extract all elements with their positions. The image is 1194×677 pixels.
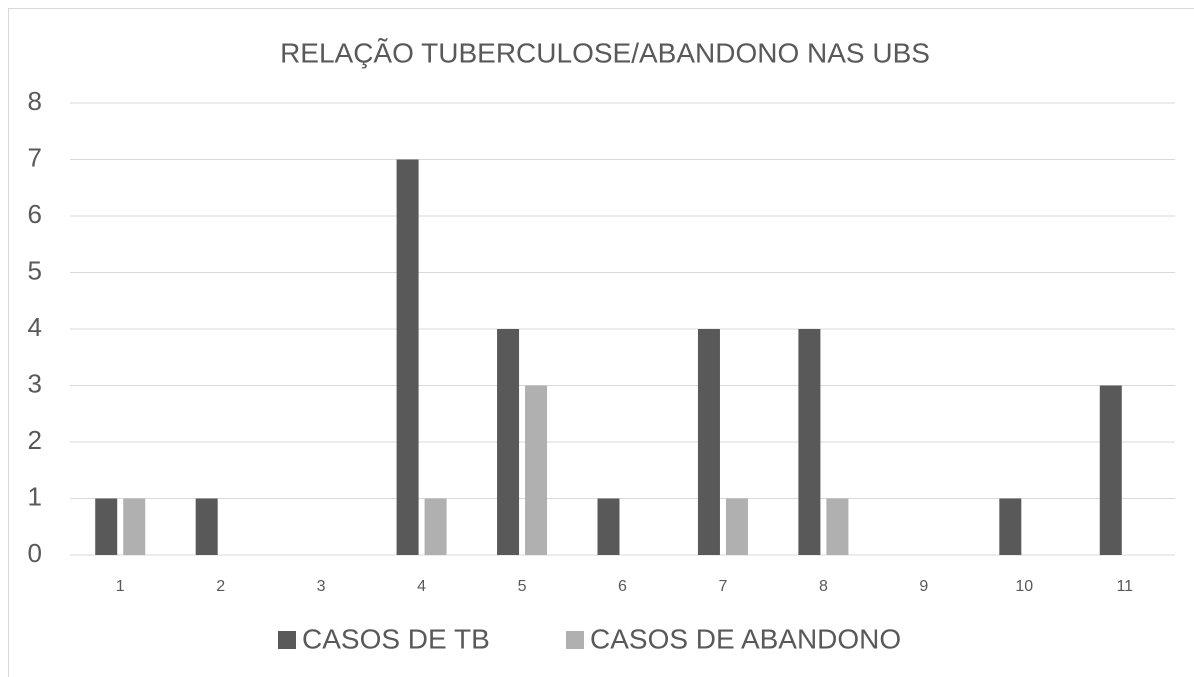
bar xyxy=(826,498,849,555)
bar xyxy=(999,498,1022,555)
x-tick-label: 8 xyxy=(819,578,828,595)
x-tick-label: 1 xyxy=(116,578,125,595)
y-tick-label: 0 xyxy=(28,538,42,568)
y-tick-label: 2 xyxy=(28,425,42,455)
x-tick-label: 7 xyxy=(719,578,728,595)
x-tick-label: 6 xyxy=(618,578,627,595)
x-tick-label: 5 xyxy=(518,578,527,595)
legend-swatch xyxy=(566,631,584,649)
chart-border xyxy=(8,8,1194,677)
x-tick-label: 11 xyxy=(1116,578,1133,595)
bar xyxy=(497,329,520,555)
bar xyxy=(798,329,821,555)
y-tick-label: 7 xyxy=(28,142,42,172)
bar xyxy=(195,498,218,555)
y-tick-label: 3 xyxy=(28,368,42,398)
y-tick-label: 6 xyxy=(28,199,42,229)
bar xyxy=(697,329,720,555)
bar xyxy=(424,498,447,555)
y-tick-label: 1 xyxy=(28,481,42,511)
bar xyxy=(123,498,146,555)
bar xyxy=(396,159,419,555)
y-tick-label: 5 xyxy=(28,255,42,285)
y-tick-label: 8 xyxy=(28,86,42,116)
legend-label: CASOS DE ABANDONO xyxy=(590,623,901,654)
x-tick-label: 9 xyxy=(919,578,928,595)
bar xyxy=(95,498,118,555)
x-tick-label: 2 xyxy=(216,578,225,595)
legend-swatch xyxy=(278,631,296,649)
x-tick-label: 3 xyxy=(317,578,326,595)
bar xyxy=(597,498,620,555)
legend-label: CASOS DE TB xyxy=(302,623,490,654)
x-tick-label: 10 xyxy=(1015,578,1033,595)
bar xyxy=(725,498,748,555)
bar xyxy=(525,385,548,555)
x-tick-label: 4 xyxy=(417,578,426,595)
bar xyxy=(1099,385,1122,555)
chart-title: RELAÇÃO TUBERCULOSE/ABANDONO NAS UBS xyxy=(280,37,930,68)
y-tick-label: 4 xyxy=(28,312,42,342)
